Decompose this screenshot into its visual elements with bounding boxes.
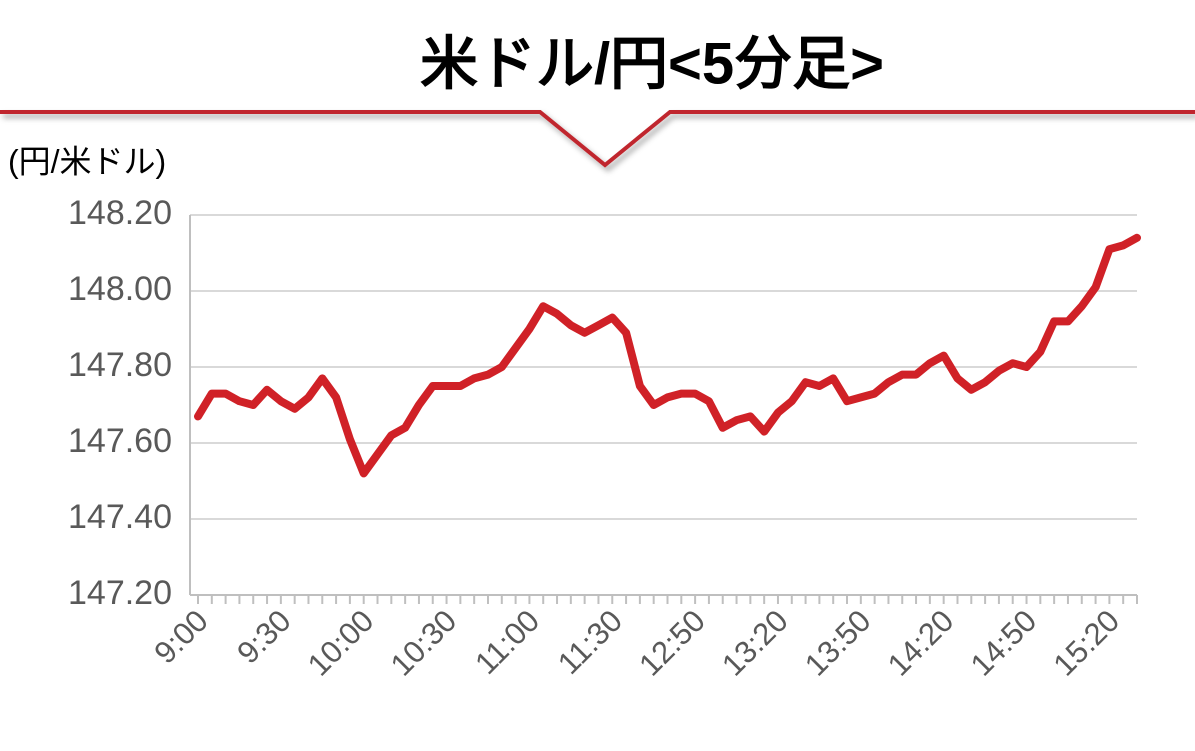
y-tick-label: 147.20 [68,574,172,612]
y-tick-label: 147.80 [68,346,172,384]
x-tick-label: 12:50 [632,603,712,683]
title-divider [0,110,1195,168]
y-tick-label: 147.40 [68,498,172,536]
x-tick-label: 10:00 [301,603,381,683]
x-tick-label: 9:30 [230,603,297,670]
x-tick-label: 14:20 [881,603,961,683]
x-tick-label: 13:20 [715,603,795,683]
y-tick-label: 148.00 [68,270,172,308]
price-line [194,233,1141,478]
x-tick-label: 11:00 [468,603,546,681]
y-tick-label: 148.20 [68,194,172,232]
x-tick-label: 10:30 [384,603,464,683]
x-tick-label: 11:30 [551,603,629,681]
y-tick-label: 147.60 [68,422,172,460]
chart-title: 米ドル/円<5分足> [420,31,884,96]
x-tick-label: 14:50 [964,603,1044,683]
x-tick-label: 9:00 [147,603,214,670]
y-axis-label: (円/米ドル) [8,143,166,179]
x-tick-label: 15:20 [1047,603,1127,683]
x-tick-label: 13:50 [798,603,878,683]
